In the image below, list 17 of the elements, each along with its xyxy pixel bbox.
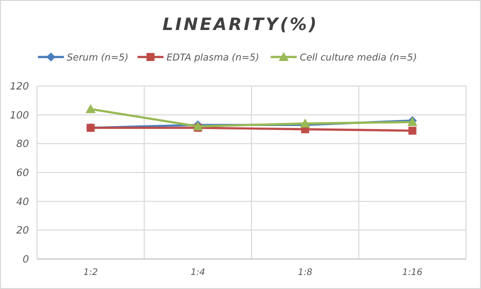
point [408,126,416,135]
y-tick-label: 60 [16,168,29,179]
y-tick-label: 100 [10,110,29,122]
y-tick-label: 80 [16,139,29,150]
x-tick-label: 1:8 [298,268,313,278]
x-tick-label: 1:4 [190,268,206,278]
legend-label: Serum (n=5) [66,52,128,64]
x-tick-label: 1:16 [402,268,423,278]
y-tick-label: 40 [16,196,29,208]
legend-label: Cell culture media (n=5) [300,52,417,64]
point [86,104,96,114]
legend-label: EDTA plasma (n=5) [166,52,260,64]
y-tick-label: 20 [16,226,29,237]
x-tick-label: 1:2 [83,268,98,278]
chart-title: LINEARITY(%) [162,15,319,35]
y-tick-label: 0 [22,254,29,266]
y-tick-label: 120 [10,82,29,92]
